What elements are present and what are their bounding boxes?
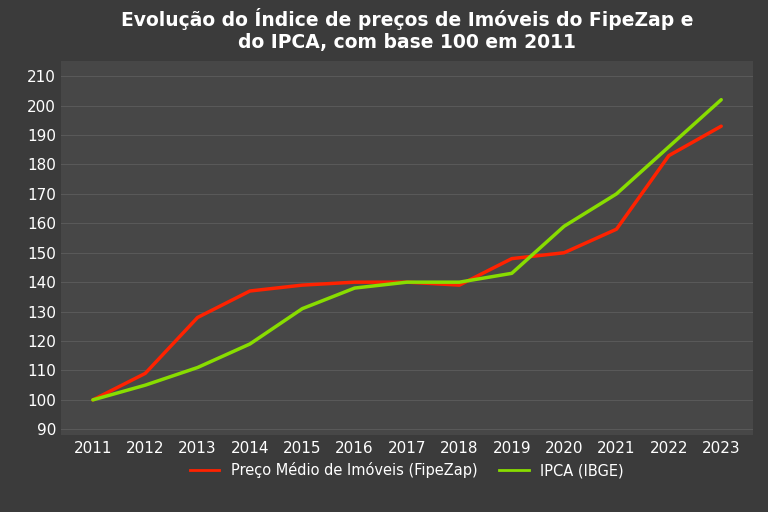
Title: Evolução do Índice de preços de Imóveis do FipeZap e
do IPCA, com base 100 em 20: Evolução do Índice de preços de Imóveis … — [121, 8, 694, 52]
Legend: Preço Médio de Imóveis (FipeZap), IPCA (IBGE): Preço Médio de Imóveis (FipeZap), IPCA (… — [184, 456, 630, 484]
